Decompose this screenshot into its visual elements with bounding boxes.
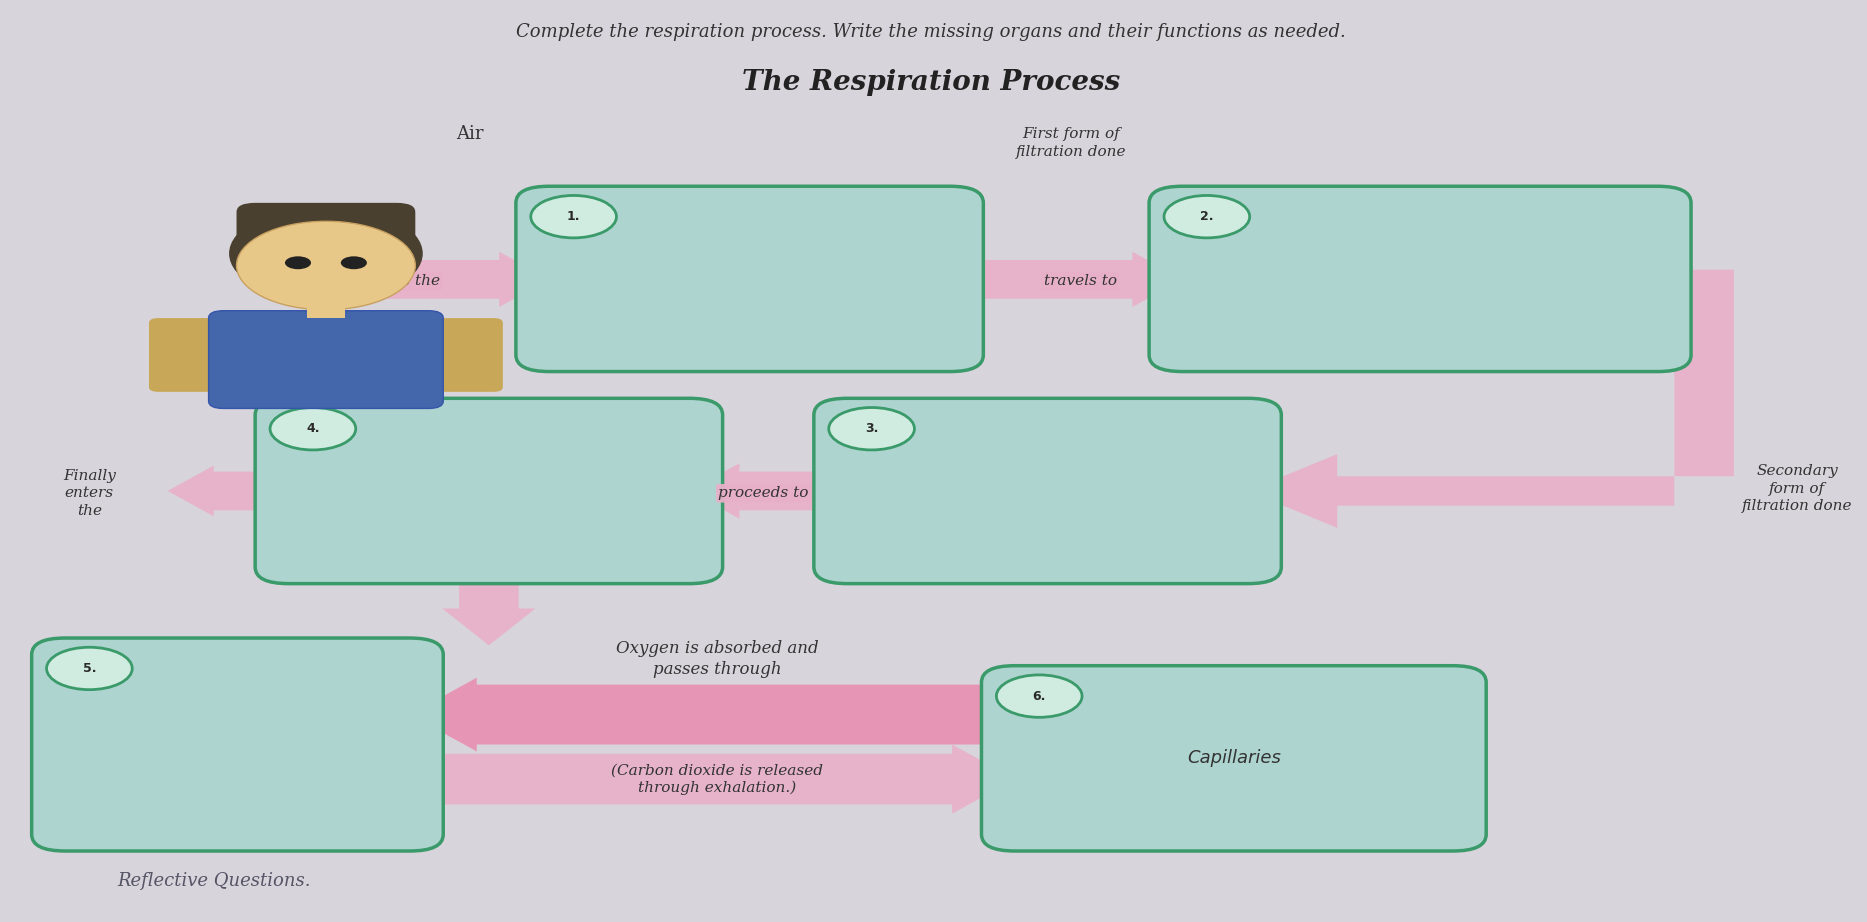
Circle shape	[829, 408, 915, 450]
Polygon shape	[950, 252, 1182, 307]
Circle shape	[997, 675, 1083, 717]
Text: Capillaries: Capillaries	[1187, 750, 1281, 767]
FancyBboxPatch shape	[409, 318, 502, 392]
Text: 6.: 6.	[1032, 690, 1046, 703]
Circle shape	[530, 195, 616, 238]
Bar	[308, 295, 345, 318]
Text: (Carbon dioxide is released
through exhalation.): (Carbon dioxide is released through exha…	[611, 763, 823, 795]
Circle shape	[1163, 195, 1249, 238]
Circle shape	[342, 256, 368, 269]
Polygon shape	[168, 466, 289, 516]
Text: Complete the respiration process. Write the missing organs and their functions a: Complete the respiration process. Write …	[517, 23, 1346, 41]
FancyBboxPatch shape	[209, 311, 442, 408]
Polygon shape	[442, 567, 536, 645]
Polygon shape	[409, 678, 1016, 751]
Polygon shape	[1247, 270, 1734, 527]
Text: Secondary
form of
filtration done: Secondary form of filtration done	[1742, 465, 1852, 513]
Text: proceeds to: proceeds to	[719, 486, 808, 501]
Circle shape	[286, 256, 312, 269]
FancyBboxPatch shape	[32, 638, 442, 851]
FancyBboxPatch shape	[1148, 186, 1692, 372]
Text: 1.: 1.	[568, 210, 581, 223]
FancyBboxPatch shape	[515, 186, 984, 372]
Polygon shape	[381, 252, 549, 307]
Text: travels to: travels to	[1044, 274, 1116, 289]
FancyBboxPatch shape	[814, 398, 1281, 584]
Text: 5.: 5.	[82, 662, 95, 675]
FancyBboxPatch shape	[982, 666, 1486, 851]
Text: First form of
filtration done: First form of filtration done	[1016, 127, 1126, 159]
Text: 3.: 3.	[864, 422, 877, 435]
Text: The Respiration Process: The Respiration Process	[741, 69, 1120, 96]
FancyBboxPatch shape	[237, 203, 414, 275]
Text: Finally
enters
the: Finally enters the	[63, 469, 116, 517]
Circle shape	[47, 647, 133, 690]
Circle shape	[271, 408, 357, 450]
Text: enters the: enters the	[360, 274, 441, 289]
FancyBboxPatch shape	[256, 398, 723, 584]
Text: Oxygen is absorbed and
passes through: Oxygen is absorbed and passes through	[616, 640, 818, 679]
Polygon shape	[409, 745, 1016, 814]
Text: 2.: 2.	[1200, 210, 1214, 223]
Text: Air: Air	[456, 124, 484, 143]
Circle shape	[230, 206, 422, 301]
Circle shape	[237, 221, 414, 310]
Text: 4.: 4.	[306, 422, 319, 435]
FancyBboxPatch shape	[149, 318, 243, 392]
Text: Reflective Questions.: Reflective Questions.	[118, 871, 312, 890]
Polygon shape	[689, 463, 848, 518]
